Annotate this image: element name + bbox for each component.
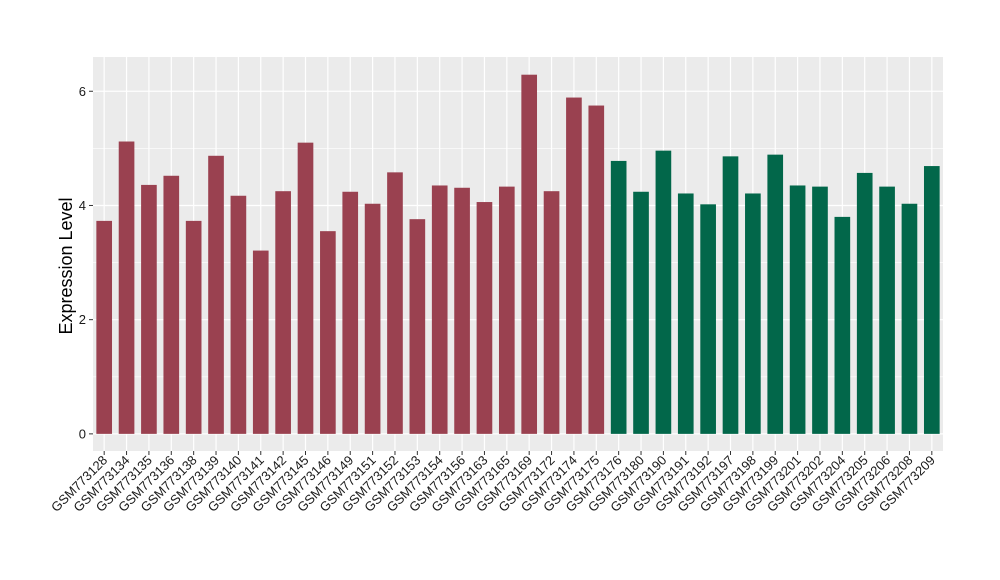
bars (96, 74, 940, 434)
y-axis-title: Expression Level (56, 197, 76, 334)
bar (252, 250, 269, 434)
bar (387, 172, 403, 434)
bar (185, 220, 202, 434)
bar (856, 172, 873, 434)
bar (655, 150, 672, 434)
bar (364, 203, 381, 434)
bar (96, 220, 113, 434)
bar (521, 74, 538, 434)
bar (163, 175, 180, 434)
bar (297, 142, 314, 434)
bar (722, 156, 739, 434)
bar (141, 184, 157, 434)
y-tick-label: 4 (79, 198, 86, 213)
y-tick-label: 6 (79, 84, 86, 99)
bar (789, 185, 806, 434)
bar (409, 219, 426, 434)
bar (118, 141, 135, 434)
bar (498, 186, 515, 434)
bar (767, 154, 784, 434)
y-axis: 0 2 4 6 (79, 84, 93, 441)
bar (677, 193, 694, 434)
y-tick-label: 2 (79, 312, 86, 327)
y-tick-label: 0 (79, 426, 86, 441)
bar (208, 155, 224, 434)
x-axis: GSM773128GSM773134GSM773135GSM773136GSM7… (48, 451, 938, 515)
bar (901, 203, 918, 434)
bar (812, 186, 828, 434)
bar (431, 185, 448, 434)
bar (610, 160, 627, 434)
bar (633, 191, 649, 434)
bar (230, 195, 247, 434)
bar (275, 191, 291, 434)
bar (320, 231, 336, 434)
bar (879, 186, 895, 434)
bar (454, 187, 470, 434)
bar (923, 166, 940, 434)
bar (476, 202, 493, 434)
bar (745, 193, 761, 434)
bar (543, 191, 560, 434)
bar (588, 105, 605, 434)
bar (566, 97, 582, 434)
bar (700, 204, 716, 434)
bar (834, 216, 851, 434)
bar (342, 191, 359, 434)
